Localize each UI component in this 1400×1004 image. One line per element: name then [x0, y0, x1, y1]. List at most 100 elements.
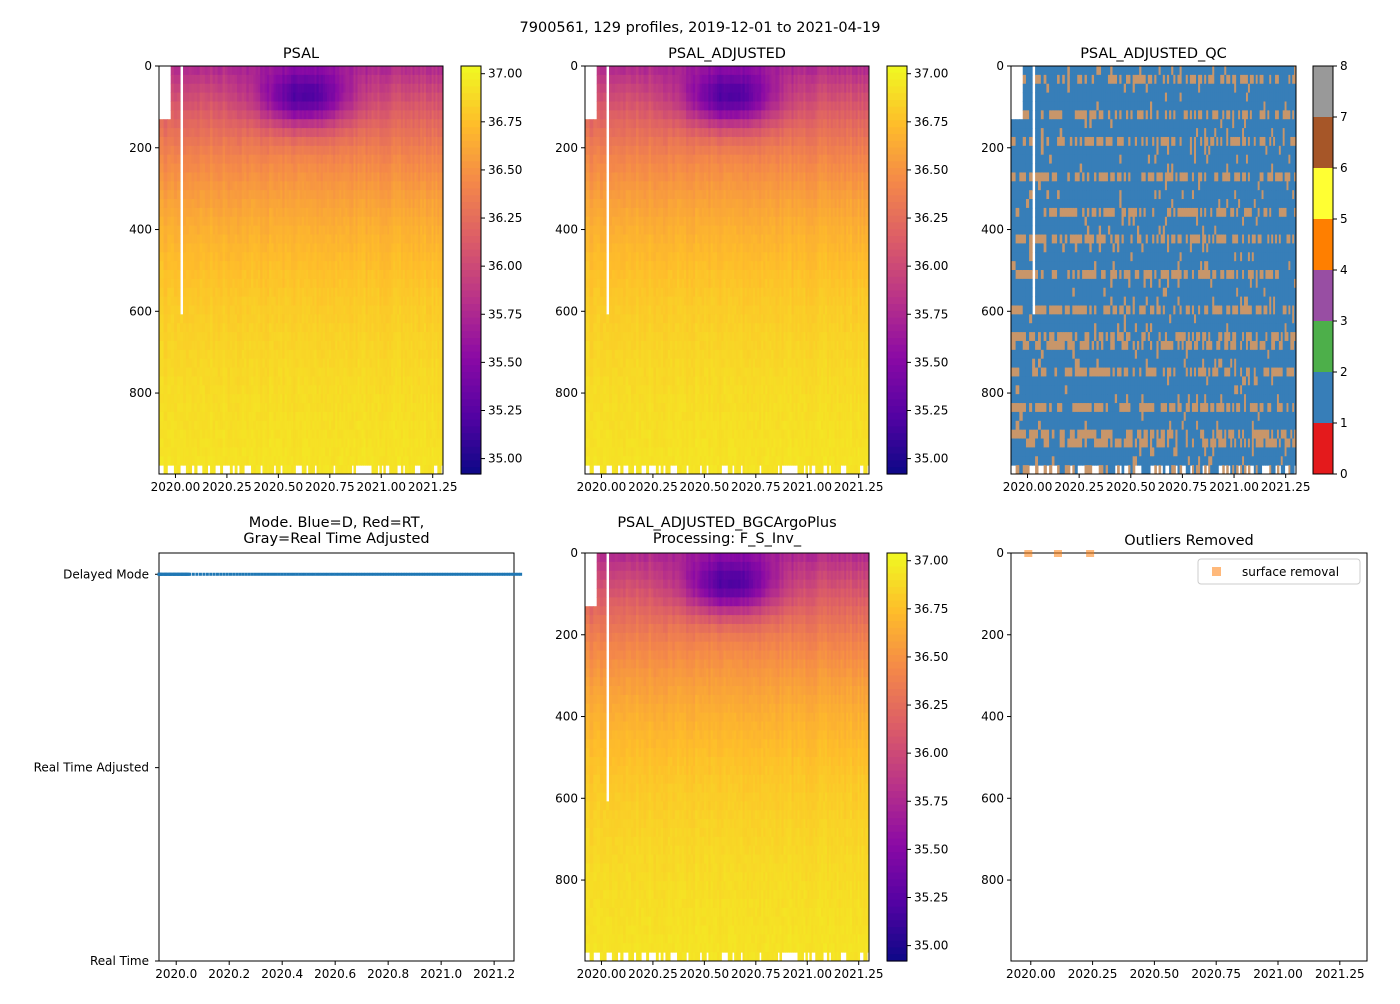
heatmap-cell: [329, 234, 332, 244]
heatmap-cell: [232, 278, 236, 289]
heatmap-cell: [207, 376, 211, 386]
heatmap-cell: [295, 287, 299, 298]
heatmap-cell: [273, 420, 277, 431]
heatmap-cell: [369, 66, 373, 76]
heatmap-cell: [202, 376, 206, 386]
heatmap-cell: [280, 420, 283, 431]
heatmap-cell: [273, 243, 277, 253]
heatmap-cell: [180, 447, 184, 457]
heatmap-cell: [333, 101, 336, 111]
heatmap-cell: [177, 261, 181, 271]
heatmap-cell: [286, 234, 290, 244]
heatmap-cell: [326, 190, 330, 200]
heatmap-cell: [359, 376, 363, 386]
heatmap-cell: [215, 92, 219, 102]
heatmap-cell: [295, 163, 299, 173]
heatmap-cell: [248, 163, 252, 173]
heatmap-cell: [212, 243, 216, 253]
heatmap-cell: [239, 314, 243, 324]
heatmap-cell: [357, 181, 361, 191]
heatmap-cell: [194, 119, 198, 129]
heatmap-cell: [320, 429, 324, 440]
heatmap-cell: [367, 456, 371, 466]
heatmap-cell: [266, 358, 270, 369]
heatmap-cell: [297, 376, 301, 386]
heatmap-cell: [371, 128, 374, 138]
heatmap-cell: [273, 225, 277, 236]
heatmap-cell: [173, 181, 178, 191]
heatmap-cell: [199, 340, 203, 351]
heatmap-cell: [204, 278, 208, 289]
heatmap-cell: [212, 358, 216, 369]
heatmap-cell: [212, 367, 216, 377]
heatmap-cell: [293, 270, 296, 280]
heatmap-cell: [369, 305, 373, 315]
heatmap-cell: [335, 332, 338, 342]
heatmap-cell: [318, 145, 322, 156]
heatmap-cell: [275, 323, 279, 333]
heatmap-cell: [177, 447, 181, 457]
heatmap-cell: [306, 394, 309, 404]
heatmap-cell: [377, 190, 380, 200]
heatmap-cell: [244, 92, 247, 102]
heatmap-cell: [324, 270, 328, 280]
heatmap-cell: [301, 101, 305, 111]
heatmap-cell: [361, 101, 365, 111]
heatmap-cell: [331, 101, 334, 111]
heatmap-cell: [275, 340, 279, 351]
heatmap-cell: [341, 314, 344, 324]
heatmap-cell: [367, 314, 371, 324]
heatmap-cell: [255, 358, 259, 369]
heatmap-cell: [225, 172, 228, 182]
heatmap-cell: [275, 199, 279, 209]
heatmap-cell: [167, 420, 172, 431]
heatmap-cell: [363, 349, 367, 360]
heatmap-cell: [185, 207, 190, 218]
heatmap-cell: [255, 385, 259, 395]
heatmap-cell: [239, 420, 243, 431]
heatmap-cell: [229, 119, 233, 129]
heatmap-cell: [310, 270, 313, 280]
heatmap-cell: [355, 367, 359, 377]
heatmap-cell: [232, 385, 236, 395]
heatmap-cell: [183, 181, 187, 191]
heatmap-cell: [293, 447, 296, 457]
heatmap-cell: [257, 447, 261, 457]
heatmap-cell: [188, 110, 193, 120]
heatmap-cell: [262, 154, 266, 165]
heatmap-cell: [297, 420, 301, 431]
heatmap-cell: [177, 145, 181, 156]
heatmap-cell: [215, 394, 219, 404]
heatmap-cell: [295, 145, 299, 156]
heatmap-cell: [244, 385, 247, 395]
heatmap-cell: [222, 243, 226, 253]
heatmap-cell: [229, 420, 233, 431]
heatmap-cell: [275, 385, 279, 395]
heatmap-cell: [326, 349, 330, 360]
heatmap-cell: [303, 332, 307, 342]
heatmap-cell: [377, 83, 380, 94]
heatmap-cell: [351, 66, 355, 76]
heatmap-cell: [339, 429, 342, 440]
heatmap-cell: [246, 136, 250, 147]
heatmap-cell: [335, 83, 338, 94]
heatmap-cell: [381, 119, 384, 129]
heatmap-cell: [355, 101, 359, 111]
heatmap-cell: [264, 420, 268, 431]
heatmap-cell: [257, 252, 261, 262]
heatmap-cell: [379, 145, 382, 156]
heatmap-cell: [284, 323, 288, 333]
heatmap-cell: [339, 172, 342, 182]
heatmap-cell: [375, 278, 378, 289]
heatmap-cell: [194, 136, 198, 147]
heatmap-cell: [343, 456, 346, 466]
heatmap-cell: [232, 190, 236, 200]
heatmap-cell: [318, 332, 322, 342]
heatmap-cell: [299, 66, 303, 76]
heatmap-cell: [234, 411, 238, 422]
heatmap-cell: [310, 287, 313, 298]
heatmap-cell: [367, 216, 371, 227]
heatmap-cell: [301, 349, 305, 360]
heatmap-cell: [295, 305, 299, 315]
heatmap-cell: [248, 340, 252, 351]
